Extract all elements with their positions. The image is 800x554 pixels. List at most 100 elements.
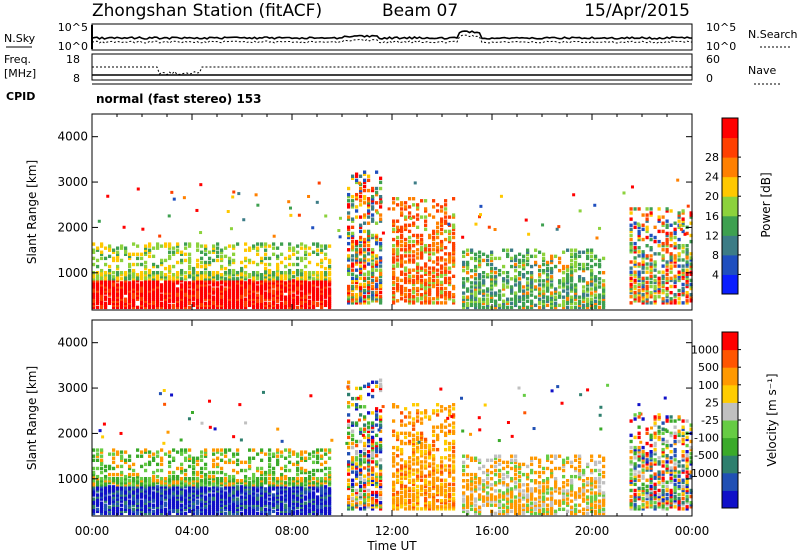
heatmap-cell <box>304 458 308 463</box>
heatmap-cell <box>367 437 371 442</box>
heatmap-cell <box>292 303 296 308</box>
heatmap-cell <box>542 258 546 263</box>
heatmap-cell <box>474 264 478 269</box>
heatmap-cell <box>136 511 140 516</box>
heatmap-cell <box>268 509 272 514</box>
heatmap-cell <box>412 458 416 462</box>
heatmap-cell <box>244 497 248 501</box>
heatmap-cell <box>96 301 100 306</box>
heatmap-cell <box>184 511 188 516</box>
heatmap-cell <box>156 481 160 485</box>
heatmap-cell <box>328 264 332 269</box>
heatmap-cell <box>681 286 685 291</box>
heatmap-cell <box>244 489 248 493</box>
heatmap-cell <box>196 489 200 493</box>
heatmap-cell <box>132 289 136 293</box>
heatmap-cell <box>92 511 96 516</box>
heatmap-cell <box>92 295 96 299</box>
heatmap-cell <box>367 435 371 440</box>
heatmap-cell <box>180 258 184 263</box>
heatmap-cell <box>148 289 152 293</box>
heatmap-cell <box>168 289 172 293</box>
heatmap-cell <box>498 273 502 277</box>
heatmap-cell <box>96 275 100 279</box>
heatmap-cell <box>312 450 316 454</box>
heatmap-cell <box>108 275 112 279</box>
heatmap-cell <box>448 290 452 295</box>
heatmap-cell <box>490 279 494 283</box>
heatmap-cell <box>412 274 416 279</box>
heatmap-cell <box>582 250 586 254</box>
heatmap-cell <box>636 222 640 226</box>
heatmap-cell <box>578 301 582 306</box>
heatmap-cell <box>444 229 448 234</box>
heatmap-cell <box>244 485 248 489</box>
nave-tick-low: 0 <box>706 72 713 85</box>
heatmap-cell <box>436 229 440 234</box>
heatmap-cell <box>645 301 649 305</box>
heatmap-cell <box>633 241 637 246</box>
heatmap-cell <box>324 495 328 499</box>
heatmap-cell <box>673 241 677 246</box>
heatmap-cell <box>428 501 432 505</box>
heatmap-cell <box>574 283 578 287</box>
heatmap-cell <box>184 281 188 285</box>
heatmap-cell <box>104 285 108 289</box>
heatmap-cell <box>100 501 104 505</box>
heatmap-cell <box>152 277 156 281</box>
heatmap-cell <box>400 272 404 276</box>
heatmap-cell <box>112 495 116 499</box>
heatmap-cell <box>308 303 312 308</box>
heatmap-cell <box>363 297 367 301</box>
heatmap-cell <box>363 466 367 470</box>
heatmap-cell <box>629 243 633 248</box>
heatmap-cell <box>132 295 136 299</box>
heatmap-cell <box>156 273 160 277</box>
heatmap-cell <box>359 223 363 227</box>
heatmap-cell <box>180 273 184 277</box>
heatmap-cell <box>379 484 383 489</box>
heatmap-cell <box>518 270 522 275</box>
heatmap-cell <box>200 264 204 269</box>
heatmap-cell <box>308 483 312 487</box>
heatmap-cell <box>590 287 594 291</box>
heatmap-cell <box>216 305 220 310</box>
heatmap-cell <box>116 303 120 308</box>
heatmap-cell <box>152 303 156 308</box>
heatmap-cell <box>351 205 355 209</box>
heatmap-cell <box>428 456 432 460</box>
heatmap-cell <box>264 252 268 257</box>
heatmap-cell <box>132 242 136 246</box>
heatmap-cell <box>355 466 359 470</box>
heatmap-cell <box>363 429 367 433</box>
heatmap-cell <box>220 509 224 514</box>
heatmap-cell <box>260 258 264 263</box>
heatmap-cell <box>550 305 554 310</box>
heatmap-cell <box>188 273 192 277</box>
heatmap-cell <box>244 483 248 487</box>
heatmap-cell <box>276 293 280 297</box>
heatmap-cell <box>176 289 180 293</box>
heatmap-cell <box>359 431 363 436</box>
heatmap-cell <box>685 254 689 258</box>
heatmap-cell <box>264 305 268 310</box>
heatmap-cell <box>296 301 300 306</box>
heatmap-cell <box>288 454 292 458</box>
heatmap-cell <box>152 485 156 489</box>
heatmap-cell <box>108 281 112 285</box>
heatmap-cell <box>92 299 96 303</box>
heatmap-cell <box>452 284 456 289</box>
heatmap-cell <box>188 252 192 257</box>
heatmap-cell <box>328 505 332 509</box>
heatmap-cell <box>486 301 490 306</box>
heatmap-cell <box>304 479 308 483</box>
heatmap-cell <box>546 279 550 283</box>
heatmap-cell <box>132 299 136 303</box>
heatmap-cell <box>140 293 144 297</box>
heatmap-cell <box>490 287 494 291</box>
heatmap-cell <box>514 256 518 261</box>
heatmap-cell <box>428 297 432 301</box>
heatmap-cell <box>324 481 328 485</box>
heatmap-cell <box>428 417 432 421</box>
heatmap-cell <box>240 487 244 491</box>
